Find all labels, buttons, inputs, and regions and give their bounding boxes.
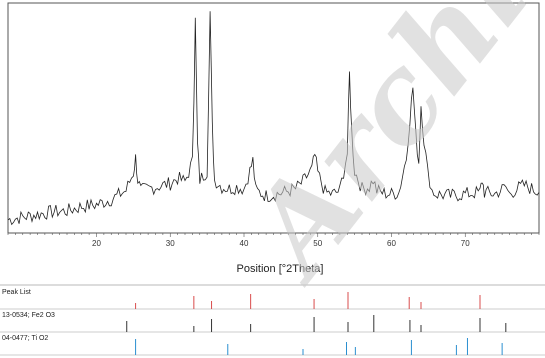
archive-watermark: Archive xyxy=(216,0,545,306)
reference-row-label: Peak List xyxy=(2,289,31,296)
x-tick-label: 40 xyxy=(240,239,249,248)
x-tick-label: 60 xyxy=(387,239,396,248)
x-axis-title: Position [°2Theta] xyxy=(237,263,324,275)
reference-row-label: 04-0477; Ti O2 xyxy=(2,335,48,342)
x-tick-label: 70 xyxy=(461,239,470,248)
reference-pattern-panel: Peak List 13-0534; Fe2 O3 04-0477; Ti O2 xyxy=(0,284,545,356)
x-tick-label: 20 xyxy=(92,239,101,248)
series-line-0 xyxy=(7,11,540,226)
x-tick-label: 30 xyxy=(166,239,175,248)
main-plot-area xyxy=(7,11,540,226)
x-tick-label: 50 xyxy=(313,239,322,248)
x-axis: 20 30 40 50 60 70 xyxy=(7,233,540,248)
reference-row-label: 13-0534; Fe2 O3 xyxy=(2,312,55,319)
